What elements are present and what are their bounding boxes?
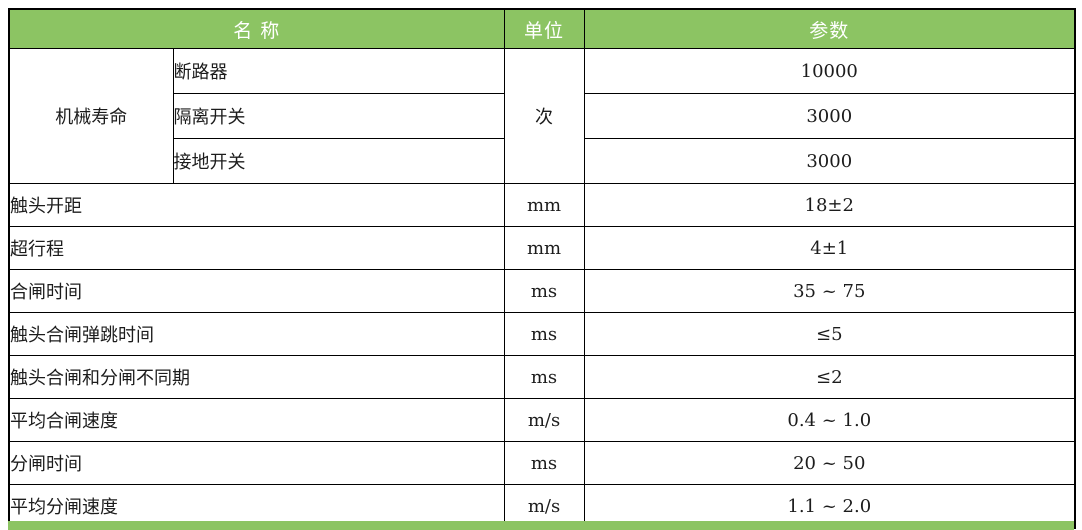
header-unit: 单位	[503, 8, 585, 49]
param-cell: 4±1	[583, 226, 1076, 270]
unit-cell: ms	[503, 269, 585, 313]
name-cell: 触头合闸和分闸不同期	[8, 355, 505, 399]
name-cell: 分闸时间	[8, 441, 505, 485]
table-row-mech-earthing: 接地开关 3000	[9, 138, 1076, 184]
spec-table: 名 称 单位 参数 机械寿命 断路器 次 10000 隔离开关 3000 接地开…	[8, 8, 1077, 529]
sub-name-cell: 隔离开关	[172, 93, 505, 139]
unit-cell: ms	[503, 441, 585, 485]
group-label-cell: 机械寿命	[8, 48, 174, 184]
name-cell: 合闸时间	[8, 269, 505, 313]
sub-name-cell: 接地开关	[172, 138, 505, 184]
param-cell: 20 ~ 50	[583, 441, 1076, 485]
table-row-mech-disconnector: 隔离开关 3000	[9, 93, 1076, 139]
sub-name-cell: 断路器	[172, 48, 505, 94]
table-row: 超行程 mm 4±1	[8, 226, 1076, 270]
unit-cell: m/s	[503, 398, 585, 442]
table-row: 触头合闸和分闸不同期 ms ≤2	[8, 355, 1076, 399]
table-row: 触头开距 mm 18±2	[8, 183, 1076, 227]
name-cell: 触头合闸弹跳时间	[8, 312, 505, 356]
param-cell: ≤5	[583, 312, 1076, 356]
param-cell: 10000	[583, 48, 1076, 94]
unit-cell: ms	[503, 355, 585, 399]
table-row: 分闸时间 ms 20 ~ 50	[8, 441, 1076, 485]
table-row: 触头合闸弹跳时间 ms ≤5	[8, 312, 1076, 356]
unit-cell: mm	[503, 226, 585, 270]
table-row: 合闸时间 ms 35 ~ 75	[8, 269, 1076, 313]
param-cell: 18±2	[583, 183, 1076, 227]
table-row-mech-breaker: 机械寿命 断路器 次 10000	[8, 48, 1076, 184]
header-name: 名 称	[8, 8, 505, 49]
param-cell: 3000	[583, 93, 1076, 139]
table-header-row: 名 称 单位 参数	[8, 8, 1076, 49]
header-param: 参数	[583, 8, 1076, 49]
table-row: 平均合闸速度 m/s 0.4 ~ 1.0	[8, 398, 1076, 442]
unit-cell: mm	[503, 183, 585, 227]
bottom-green-bar	[8, 521, 1074, 530]
name-cell: 超行程	[8, 226, 505, 270]
name-cell: 触头开距	[8, 183, 505, 227]
group-unit-cell: 次	[503, 48, 585, 184]
param-cell: 3000	[583, 138, 1076, 184]
param-cell: 35 ~ 75	[583, 269, 1076, 313]
param-cell: 0.4 ~ 1.0	[583, 398, 1076, 442]
unit-cell: ms	[503, 312, 585, 356]
param-cell: ≤2	[583, 355, 1076, 399]
name-cell: 平均合闸速度	[8, 398, 505, 442]
